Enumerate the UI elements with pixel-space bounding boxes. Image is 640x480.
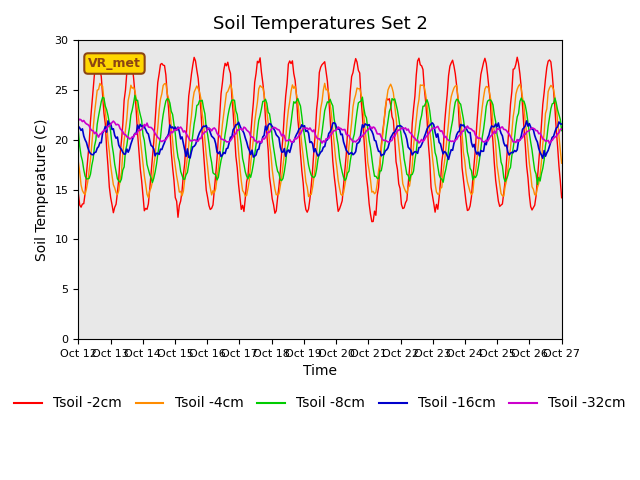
Tsoil -4cm	[134, 108, 141, 114]
X-axis label: Time: Time	[303, 364, 337, 378]
Tsoil -16cm	[243, 139, 250, 144]
Tsoil -4cm	[534, 185, 541, 191]
Tsoil -32cm	[532, 128, 540, 133]
Tsoil -8cm	[135, 106, 143, 112]
Tsoil -2cm	[134, 131, 141, 137]
Tsoil -2cm	[513, 54, 521, 60]
Y-axis label: Soil Temperature (C): Soil Temperature (C)	[35, 119, 49, 261]
Tsoil -16cm	[445, 156, 452, 162]
Tsoil -16cm	[523, 118, 531, 124]
Tsoil -32cm	[244, 128, 252, 134]
Tsoil -32cm	[135, 127, 143, 132]
Tsoil -8cm	[558, 128, 566, 133]
Title: Soil Temperatures Set 2: Soil Temperatures Set 2	[212, 15, 428, 33]
Tsoil -32cm	[76, 116, 84, 122]
Tsoil -4cm	[287, 88, 295, 94]
Tsoil -32cm	[220, 137, 228, 143]
Tsoil -2cm	[243, 179, 250, 185]
Tsoil -32cm	[74, 118, 82, 123]
Tsoil -2cm	[368, 219, 376, 225]
Tsoil -8cm	[534, 181, 541, 187]
Tsoil -4cm	[236, 165, 244, 170]
Text: VR_met: VR_met	[88, 57, 141, 70]
Tsoil -16cm	[235, 120, 243, 125]
Tsoil -4cm	[558, 160, 566, 166]
Tsoil -4cm	[321, 81, 328, 86]
Line: Tsoil -8cm: Tsoil -8cm	[78, 96, 562, 184]
Tsoil -8cm	[244, 176, 252, 182]
Tsoil -8cm	[532, 171, 540, 177]
Tsoil -16cm	[74, 123, 82, 129]
Tsoil -8cm	[220, 142, 228, 148]
Tsoil -16cm	[534, 139, 541, 145]
Tsoil -8cm	[236, 133, 244, 139]
Line: Tsoil -2cm: Tsoil -2cm	[78, 57, 562, 222]
Tsoil -2cm	[74, 191, 82, 197]
Tsoil -4cm	[220, 111, 228, 117]
Legend: Tsoil -2cm, Tsoil -4cm, Tsoil -8cm, Tsoil -16cm, Tsoil -32cm: Tsoil -2cm, Tsoil -4cm, Tsoil -8cm, Tsoi…	[8, 391, 632, 416]
Line: Tsoil -32cm: Tsoil -32cm	[78, 119, 562, 144]
Tsoil -4cm	[74, 159, 82, 165]
Tsoil -2cm	[219, 80, 227, 86]
Line: Tsoil -16cm: Tsoil -16cm	[78, 121, 562, 159]
Tsoil -16cm	[134, 122, 141, 128]
Tsoil -2cm	[558, 195, 566, 201]
Tsoil -8cm	[74, 129, 82, 134]
Tsoil -2cm	[235, 181, 243, 187]
Tsoil -8cm	[131, 93, 139, 98]
Tsoil -16cm	[219, 152, 227, 158]
Tsoil -32cm	[287, 139, 295, 144]
Tsoil -16cm	[286, 150, 294, 156]
Line: Tsoil -4cm: Tsoil -4cm	[78, 84, 562, 198]
Tsoil -4cm	[244, 185, 252, 191]
Tsoil -4cm	[145, 195, 152, 201]
Tsoil -32cm	[236, 126, 244, 132]
Tsoil -8cm	[287, 120, 295, 125]
Tsoil -2cm	[534, 176, 541, 181]
Tsoil -2cm	[286, 58, 294, 64]
Tsoil -32cm	[558, 126, 566, 132]
Tsoil -32cm	[546, 141, 554, 146]
Tsoil -16cm	[558, 121, 566, 127]
